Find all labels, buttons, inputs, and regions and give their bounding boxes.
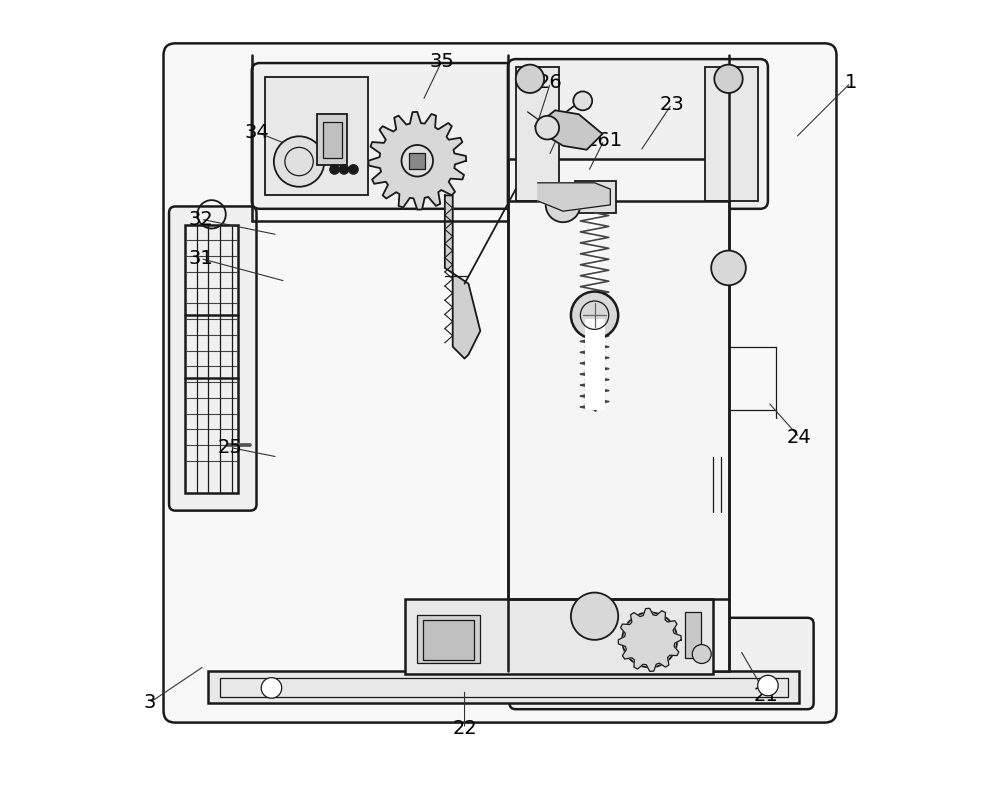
Bar bbox=[575, 181, 616, 213]
Bar bbox=[516, 67, 559, 201]
Polygon shape bbox=[618, 608, 681, 671]
Bar bbox=[317, 114, 347, 165]
Polygon shape bbox=[538, 183, 610, 211]
Circle shape bbox=[571, 593, 618, 640]
Circle shape bbox=[330, 165, 339, 174]
Text: 35: 35 bbox=[429, 52, 454, 71]
Circle shape bbox=[261, 678, 282, 698]
Circle shape bbox=[692, 645, 711, 663]
Bar bbox=[220, 678, 788, 697]
Text: 24: 24 bbox=[787, 428, 812, 447]
Bar bbox=[585, 319, 605, 410]
Text: 26: 26 bbox=[538, 73, 563, 92]
Bar bbox=[423, 620, 474, 660]
FancyBboxPatch shape bbox=[164, 43, 836, 723]
Circle shape bbox=[402, 145, 433, 177]
Text: 1: 1 bbox=[844, 73, 857, 92]
Bar bbox=[323, 122, 342, 158]
Text: 22: 22 bbox=[452, 719, 477, 738]
Text: 23: 23 bbox=[659, 95, 684, 113]
Circle shape bbox=[711, 251, 746, 285]
Text: 321: 321 bbox=[544, 115, 582, 134]
Circle shape bbox=[516, 65, 544, 93]
Text: 25: 25 bbox=[218, 438, 243, 457]
Polygon shape bbox=[445, 195, 480, 359]
Circle shape bbox=[571, 292, 618, 339]
Circle shape bbox=[714, 65, 743, 93]
Text: 34: 34 bbox=[245, 123, 270, 142]
Polygon shape bbox=[535, 110, 602, 150]
FancyBboxPatch shape bbox=[252, 63, 622, 209]
FancyBboxPatch shape bbox=[508, 59, 768, 209]
Bar bbox=[412, 605, 706, 668]
Bar bbox=[185, 225, 238, 492]
Circle shape bbox=[622, 612, 677, 667]
Text: 32: 32 bbox=[188, 210, 213, 229]
Bar bbox=[705, 67, 758, 201]
Text: 3: 3 bbox=[143, 693, 156, 712]
Circle shape bbox=[349, 165, 358, 174]
FancyBboxPatch shape bbox=[509, 618, 814, 709]
Circle shape bbox=[573, 91, 592, 110]
FancyBboxPatch shape bbox=[169, 206, 257, 511]
Bar bbox=[405, 599, 713, 674]
Bar bbox=[685, 612, 701, 658]
Bar bbox=[508, 159, 729, 671]
Text: 21: 21 bbox=[754, 686, 779, 704]
Circle shape bbox=[339, 165, 349, 174]
Circle shape bbox=[535, 116, 559, 139]
Bar bbox=[590, 213, 599, 410]
Bar bbox=[265, 77, 368, 195]
Bar bbox=[409, 153, 425, 169]
Bar bbox=[208, 671, 799, 703]
Circle shape bbox=[758, 675, 778, 696]
Polygon shape bbox=[368, 112, 466, 210]
Circle shape bbox=[274, 136, 324, 187]
Circle shape bbox=[546, 188, 580, 222]
Text: 261: 261 bbox=[585, 131, 623, 150]
Bar bbox=[417, 615, 480, 663]
Text: 31: 31 bbox=[188, 249, 213, 268]
